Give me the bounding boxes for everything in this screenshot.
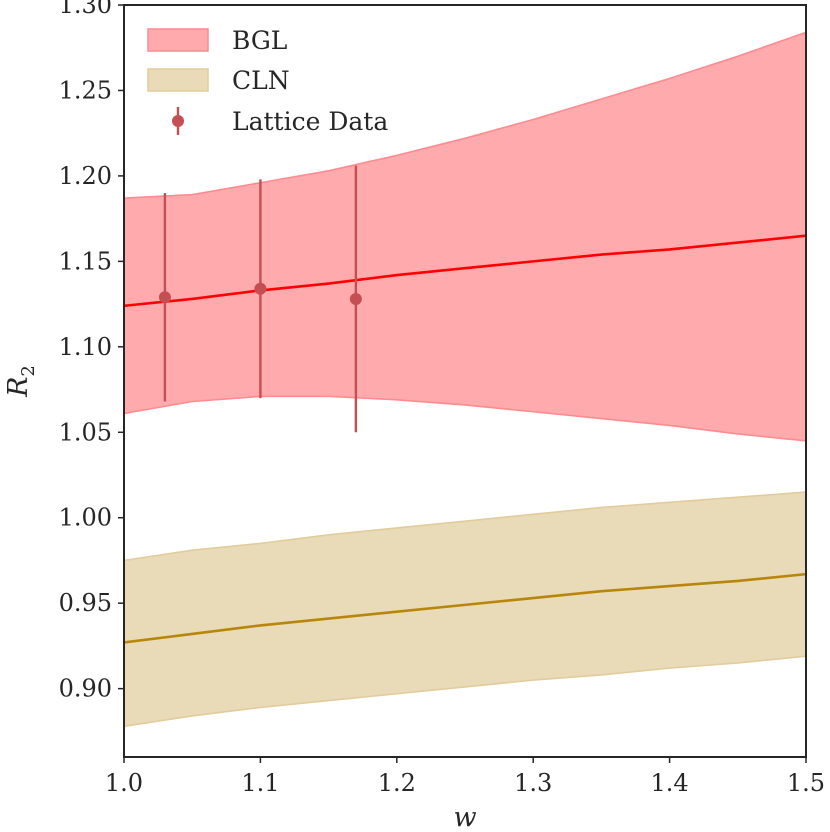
bands-layer: [123, 31, 807, 728]
legend-label-lattice-data: Lattice Data: [232, 107, 388, 136]
cln-band-upper-edge: [123, 491, 807, 562]
lines-layer: [123, 234, 807, 644]
legend-swatch-bgl: [147, 28, 209, 52]
cln-band-lower-edge: [123, 655, 807, 728]
y-tick-label: 1.15: [59, 247, 112, 275]
legend-label-cln: CLN: [232, 66, 290, 95]
y-tick-label: 1.25: [59, 76, 112, 104]
y-axis-label: R2: [3, 365, 39, 398]
x-tick-label: 1.1: [241, 769, 279, 797]
x-tick-label: 1.3: [514, 769, 552, 797]
x-tick-label: 1.0: [105, 769, 143, 797]
lattice-point: [254, 282, 267, 295]
lattice-point: [158, 291, 171, 304]
y-tick-label: 0.95: [59, 589, 112, 617]
x-axis-label: w: [453, 802, 476, 832]
y-tick-label: 0.90: [59, 675, 112, 703]
x-tick-label: 1.4: [651, 769, 689, 797]
plot-frame: [123, 4, 807, 758]
legend-label-bgl: BGL: [232, 26, 287, 55]
legend-swatch-point: [172, 115, 184, 127]
y-tick-label: 1.00: [59, 504, 112, 532]
y-tick-label: 1.10: [59, 333, 112, 361]
bgl-central-line: [123, 234, 807, 308]
axes-layer: 1.0 1.1 1.2 1.3 1.4 1.5 0.90 0.95 1.00 1.05 1.10 1.…: [3, 0, 825, 832]
lattice-point: [349, 292, 362, 305]
y-tick-label: 1.20: [59, 162, 112, 190]
points-layer: [158, 165, 362, 433]
legend-swatch-cln: [147, 68, 209, 92]
legend: BGL CLN Lattice Data: [147, 26, 388, 136]
bgl-band-upper-edge: [123, 31, 807, 199]
cln-central-line: [123, 572, 807, 644]
bgl-band: [124, 32, 806, 441]
y-tick-label: 1.05: [59, 418, 112, 446]
x-tick-label: 1.2: [378, 769, 416, 797]
x-tick-label: 1.5: [787, 769, 825, 797]
bgl-band-lower-edge: [123, 395, 807, 442]
y-axis-label-subscript: 2: [18, 365, 39, 376]
cln-band: [124, 492, 806, 727]
y-tick-label: 1.30: [59, 0, 112, 19]
